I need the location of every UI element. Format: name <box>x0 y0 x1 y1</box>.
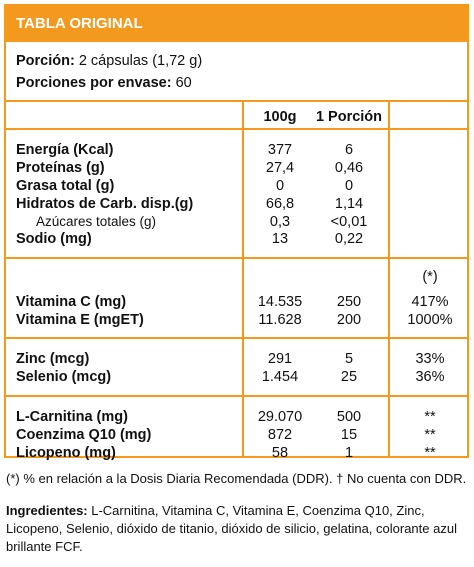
value-100g: 11.628 <box>258 312 302 328</box>
value-100g: 1.454 <box>261 369 299 385</box>
value-portion: 1 <box>344 445 354 461</box>
nutrition-table: TABLA ORIGINAL Porción: 2 cápsulas (1,72… <box>4 4 469 461</box>
nutrient-label: Vitamina C (mg) <box>16 294 127 310</box>
value-100g: 66,8 <box>265 196 295 212</box>
divider <box>6 100 467 102</box>
nutrient-label: Azúcares totales (g) <box>36 214 157 229</box>
value-100g: 58 <box>271 445 289 461</box>
portion-line: Porción: 2 cápsulas (1,72 g) <box>16 53 202 69</box>
value-100g: 29.070 <box>257 409 303 425</box>
value-portion: 200 <box>336 312 362 328</box>
footnote: (*) % en relación a la Dosis Diaria Reco… <box>6 471 467 486</box>
divider <box>6 128 467 130</box>
value-ddr: 1000% <box>407 312 453 328</box>
column-header-portion: 1 Porción <box>315 109 383 125</box>
column-header-100g: 100g <box>263 109 297 125</box>
value-portion: 0 <box>344 178 354 194</box>
ingredients: Ingredientes: L-Carnitina, Vitamina C, V… <box>6 502 468 556</box>
nutrient-label: Vitamina E (mgET) <box>16 312 144 328</box>
nutrient-label: Licopeno (mg) <box>16 445 116 461</box>
nutrient-label: Selenio (mcg) <box>16 369 112 385</box>
value-portion: <0,01 <box>330 214 368 230</box>
nutrient-label: Grasa total (g) <box>16 178 115 194</box>
value-portion: 5 <box>344 351 354 367</box>
value-portion: 15 <box>340 427 358 443</box>
column-header-ddr: (*) <box>422 269 438 285</box>
value-portion: 250 <box>336 294 362 310</box>
value-100g: 27,4 <box>265 160 295 176</box>
nutrient-label: Energía (Kcal) <box>16 142 114 158</box>
nutrient-label: Sodio (mg) <box>16 231 92 247</box>
value-portion: 25 <box>340 369 358 385</box>
value-portion: 0,46 <box>334 160 364 176</box>
value-100g: 291 <box>267 351 293 367</box>
servings-line: Porciones por envase: 60 <box>16 75 192 91</box>
column-divider <box>388 102 390 456</box>
ingredients-text: L-Carnitina, Vitamina C, Vitamina E, Coe… <box>6 503 457 554</box>
value-100g: 13 <box>271 231 289 247</box>
nutrient-label: L-Carnitina (mg) <box>16 409 128 425</box>
servings-value: 60 <box>175 75 192 91</box>
value-portion: 6 <box>344 142 354 158</box>
ingredients-label: Ingredientes: <box>6 503 88 518</box>
value-portion: 500 <box>336 409 362 425</box>
value-ddr: 36% <box>415 369 445 385</box>
value-ddr: 33% <box>415 351 445 367</box>
value-ddr: 417% <box>411 294 449 310</box>
nutrient-label: Hidratos de Carb. disp.(g) <box>16 196 194 212</box>
value-ddr: ** <box>424 445 436 461</box>
divider <box>6 337 467 339</box>
value-100g: 377 <box>267 142 293 158</box>
divider <box>6 395 467 397</box>
value-100g: 14.535 <box>257 294 303 310</box>
portion-value: 2 cápsulas (1,72 g) <box>78 53 203 69</box>
column-divider <box>242 102 244 456</box>
value-100g: 0,3 <box>269 214 291 230</box>
table-title: TABLA ORIGINAL <box>6 6 467 42</box>
value-portion: 1,14 <box>334 196 364 212</box>
portion-label: Porción: <box>16 53 75 69</box>
servings-label: Porciones por envase: <box>16 75 172 91</box>
nutrient-label: Zinc (mcg) <box>16 351 90 367</box>
value-ddr: ** <box>424 409 436 425</box>
nutrient-label: Coenzima Q10 (mg) <box>16 427 152 443</box>
value-ddr: ** <box>424 427 436 443</box>
value-100g: 872 <box>267 427 293 443</box>
value-portion: 0,22 <box>334 231 364 247</box>
value-100g: 0 <box>275 178 285 194</box>
divider <box>6 257 467 259</box>
nutrient-label: Proteínas (g) <box>16 160 105 176</box>
